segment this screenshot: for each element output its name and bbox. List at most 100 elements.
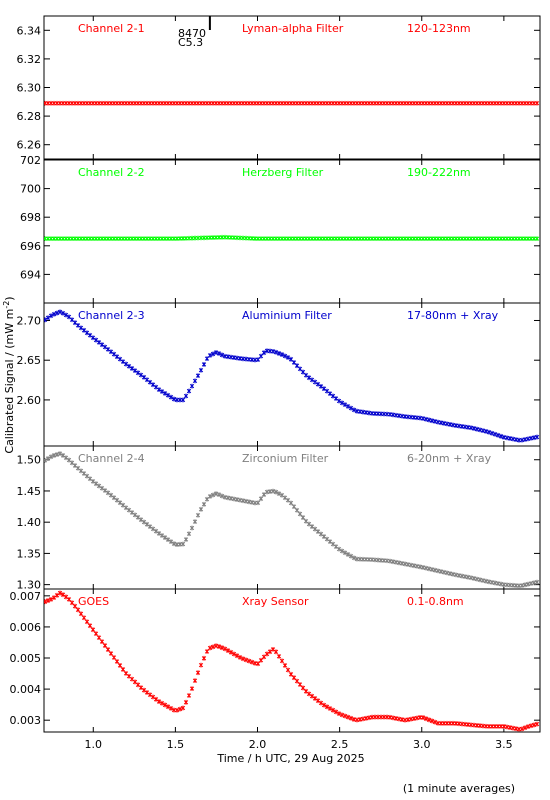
data-point: [180, 541, 186, 547]
data-point: [288, 671, 294, 677]
data-point: [237, 654, 243, 660]
data-point: [60, 310, 66, 316]
y-tick-label: 0.006: [10, 621, 42, 634]
data-point: [312, 379, 318, 385]
y-axis-title-sup: -2: [2, 301, 11, 309]
data-point: [258, 496, 264, 502]
data-point: [282, 353, 288, 359]
data-point: [66, 596, 72, 602]
data-point: [198, 367, 204, 373]
data-point: [81, 327, 87, 333]
averaging-note: (1 minute averages): [403, 782, 515, 795]
data-point: [450, 571, 456, 577]
data-point: [48, 454, 54, 460]
y-tick-label: 6.34: [17, 24, 42, 37]
data-point: [111, 495, 117, 501]
data-point: [240, 656, 246, 662]
panel-4: 1.30 1.35 1.40 1.45 1.50 Channel 2-4 Zirconium…: [17, 445, 541, 592]
data-point: [528, 723, 534, 729]
data-point: [255, 357, 261, 363]
data-point: [300, 685, 306, 691]
data-point: [75, 322, 81, 328]
data-point: [309, 377, 315, 383]
data-point: [213, 491, 219, 497]
data-point: [141, 519, 147, 525]
data-point: [153, 696, 159, 702]
data-point: [426, 717, 432, 723]
data-point: [336, 711, 342, 717]
data-point: [321, 702, 327, 708]
data-point: [207, 645, 213, 651]
data-point: [234, 653, 240, 659]
data-point: [102, 643, 108, 648]
y-tick-label: 0.007: [10, 590, 42, 603]
data-point: [87, 476, 93, 482]
series-markers: [44, 451, 540, 589]
y-tick-label: 6.32: [17, 53, 42, 66]
data-point: [96, 339, 102, 345]
data-point: [129, 366, 135, 371]
data-point: [432, 719, 438, 725]
data-point: [519, 437, 525, 443]
data-point: [531, 580, 537, 586]
data-point: [291, 675, 297, 681]
data-point: [198, 662, 204, 668]
y-tick-label: 1.45: [17, 485, 42, 498]
data-point: [93, 337, 99, 343]
data-point: [216, 351, 222, 356]
data-point: [351, 407, 357, 413]
data-point: [318, 531, 324, 537]
data-point: [315, 529, 321, 534]
data-point: [192, 519, 198, 525]
data-point: [162, 702, 168, 708]
data-point: [117, 500, 123, 506]
data-point: [477, 577, 483, 583]
data-point: [348, 405, 354, 411]
data-point: [297, 366, 303, 372]
data-point: [195, 512, 201, 518]
data-point: [210, 351, 216, 357]
data-point: [339, 548, 345, 554]
data-point: [447, 571, 453, 576]
data-point: [201, 362, 207, 367]
data-point: [309, 693, 315, 699]
data-point: [147, 692, 153, 698]
data-point: [150, 382, 156, 388]
data-point: [522, 582, 528, 588]
data-point: [525, 581, 531, 587]
data-point: [183, 393, 189, 399]
data-point: [333, 709, 339, 715]
data-point: [420, 715, 426, 720]
data-point: [126, 507, 132, 513]
panel-3: 2.60 2.65 2.70 Channel 2-3 Aluminium Filter 1…: [17, 302, 541, 447]
data-point: [315, 381, 321, 387]
data-point: [75, 465, 81, 471]
data-point: [51, 311, 57, 317]
data-point: [336, 546, 342, 552]
data-point: [171, 396, 177, 402]
x-axis: 1.0 1.5 2.0 2.5 3.0 3.5: [85, 738, 513, 751]
data-point: [210, 644, 216, 650]
data-point: [144, 521, 150, 527]
data-point: [180, 397, 186, 403]
x-tick-label: 1.5: [167, 738, 185, 751]
data-point: [156, 699, 162, 704]
filter-label: Lyman-alpha Filter: [242, 22, 344, 35]
data-point: [159, 389, 165, 394]
data-point: [123, 505, 129, 511]
data-point: [327, 706, 333, 711]
data-point: [342, 402, 348, 408]
data-point: [432, 418, 438, 424]
data-point: [120, 359, 126, 365]
data-point: [294, 363, 300, 369]
y-tick-label: 2.60: [17, 394, 42, 407]
data-point: [138, 517, 144, 523]
data-point: [180, 705, 186, 711]
data-point: [147, 524, 153, 530]
data-point: [120, 502, 126, 508]
data-point: [333, 396, 339, 401]
data-point: [423, 716, 429, 722]
band-label: 190-222nm: [407, 166, 471, 179]
data-point: [534, 434, 540, 440]
data-point: [114, 354, 120, 360]
